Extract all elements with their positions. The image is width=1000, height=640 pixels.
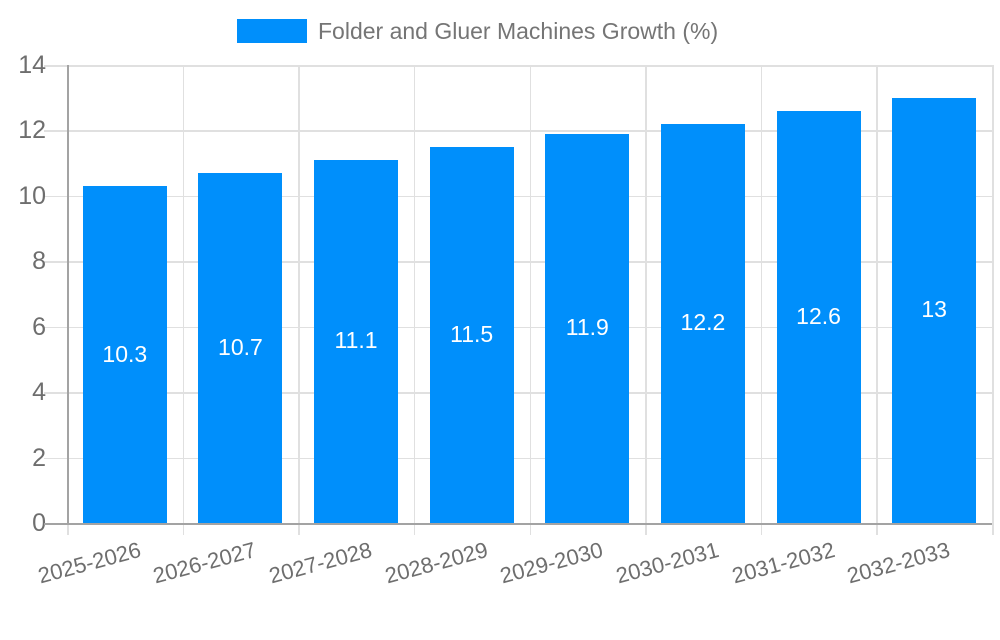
- x-tick: [413, 523, 416, 535]
- bar-value-label: 10.3: [102, 340, 148, 367]
- legend-swatch-icon: [237, 19, 307, 43]
- bar[interactable]: [776, 110, 861, 523]
- bar[interactable]: [545, 133, 630, 523]
- bar-value-label: 11.1: [334, 327, 378, 354]
- y-tick: [44, 195, 67, 198]
- bar-value-label: 11.5: [450, 320, 494, 347]
- x-axis-line: [44, 523, 992, 525]
- y-tick: [44, 392, 67, 394]
- x-tick: [67, 523, 69, 535]
- legend[interactable]: Folder and Gluer Machines Growth (%): [237, 17, 719, 44]
- bar[interactable]: [314, 159, 399, 523]
- y-axis-label: 6: [32, 312, 46, 341]
- bar-value-label: 11.9: [565, 314, 609, 341]
- x-tick: [645, 523, 647, 535]
- y-axis-label: 10: [18, 181, 46, 210]
- y-axis-label: 12: [18, 116, 46, 145]
- v-gridline: [182, 65, 185, 523]
- y-tick: [44, 457, 67, 460]
- bar[interactable]: [198, 172, 283, 523]
- x-tick: [529, 523, 531, 535]
- x-tick: [182, 523, 185, 535]
- plot-right-border: [992, 65, 994, 523]
- bar[interactable]: [660, 123, 745, 523]
- bar[interactable]: [82, 186, 167, 523]
- y-tick: [44, 261, 67, 263]
- y-axis-label: 0: [32, 509, 46, 537]
- bar-value-label: 12.2: [680, 309, 726, 336]
- y-axis-label: 2: [32, 443, 46, 472]
- bar[interactable]: [892, 97, 977, 523]
- y-axis-label: 8: [32, 247, 46, 276]
- chart-canvas: Folder and Gluer Machines Growth (%) 0 2 4…: [18, 17, 994, 588]
- bar-value-label: 12.6: [796, 302, 841, 329]
- y-axis-line: [67, 65, 69, 525]
- v-gridline: [760, 65, 763, 523]
- v-gridline: [876, 65, 878, 523]
- y-tick: [44, 130, 67, 132]
- legend-label: Folder and Gluer Machines Growth (%): [318, 17, 719, 44]
- v-gridline: [529, 65, 531, 523]
- v-gridline: [413, 65, 416, 523]
- x-tick: [992, 523, 994, 535]
- y-tick: [44, 326, 67, 329]
- y-axis-label: 14: [18, 51, 46, 79]
- x-tick: [876, 523, 878, 535]
- v-gridline: [645, 65, 647, 523]
- y-tick: [44, 65, 67, 67]
- v-gridline: [298, 65, 300, 523]
- bar-value-label: 10.7: [218, 333, 263, 360]
- x-tick: [760, 523, 763, 535]
- bar-value-label: 13: [921, 296, 947, 323]
- x-tick: [298, 523, 300, 535]
- y-axis-label: 4: [32, 378, 46, 407]
- bar[interactable]: [429, 146, 514, 523]
